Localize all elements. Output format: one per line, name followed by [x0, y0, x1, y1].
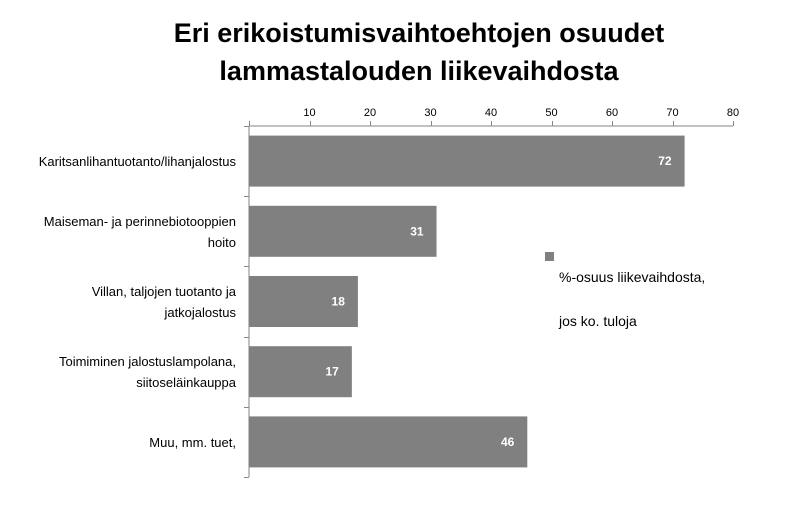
data-label-0: 72: [658, 154, 672, 168]
category-label-3-1: siitoseläinkauppa: [136, 375, 237, 390]
chart-legend: %-osuus liikevaihdosta, jos ko. tuloja: [545, 244, 749, 332]
category-label-3-0: Toimiminen jalostuslampolana,: [59, 354, 236, 369]
chart-title-line-2: lammastalouden liikevaihdosta: [219, 56, 619, 86]
category-label-1-0: Maiseman- ja perinnebiotooppien: [44, 214, 236, 229]
legend-label-line-2: jos ko. tuloja: [559, 313, 637, 329]
category-label-4-0: Muu, mm. tuet,: [149, 435, 236, 450]
x-tick-label-30: 30: [424, 107, 436, 119]
x-tick-label-50: 50: [545, 107, 557, 119]
data-label-1: 31: [410, 224, 424, 238]
category-label-2-1: jatkojalostus: [163, 305, 236, 320]
category-label-1-1: hoito: [208, 235, 236, 250]
x-tick-label-10: 10: [303, 107, 315, 119]
x-tick-label-20: 20: [364, 107, 376, 119]
bar-3: [249, 346, 352, 398]
chart-title-line-1: Eri erikoistumisvaihtoehtojen osuudet: [173, 18, 665, 48]
bar-4: [249, 416, 528, 468]
x-tick-label-80: 80: [727, 107, 739, 119]
legend-swatch: [545, 252, 554, 261]
chart-title: Eri erikoistumisvaihtoehtojen osuudet la…: [0, 14, 790, 90]
bar-2: [249, 276, 358, 327]
data-label-4: 46: [501, 435, 515, 449]
data-label-2: 18: [332, 295, 346, 309]
bar-1: [249, 205, 437, 257]
bar-0: [249, 135, 685, 187]
category-label-0-0: Karitsanlihantuotanto/lihanjalostus: [39, 154, 237, 169]
data-label-3: 17: [325, 365, 339, 379]
legend-label-line-1: %-osuus liikevaihdosta,: [559, 269, 706, 285]
x-tick-label-40: 40: [485, 107, 497, 119]
category-label-2-0: Villan, taljojen tuotanto ja: [92, 284, 237, 299]
x-tick-label-70: 70: [666, 107, 678, 119]
x-tick-label-60: 60: [606, 107, 618, 119]
legend-label: %-osuus liikevaihdosta, jos ko. tuloja: [559, 244, 749, 332]
